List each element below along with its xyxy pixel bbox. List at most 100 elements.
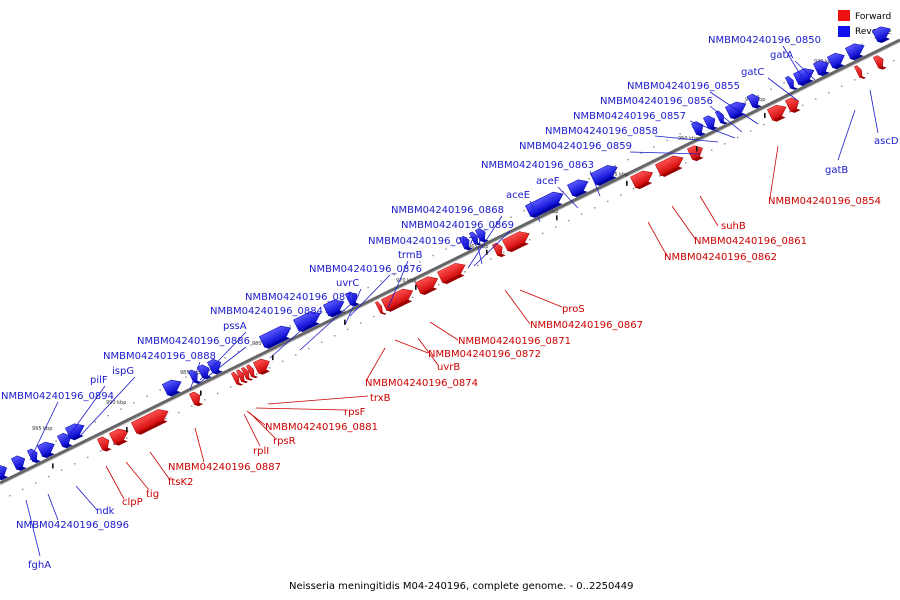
gene-label[interactable]: NMBM04240196_0863 [481,160,594,171]
forward-gene[interactable] [189,390,204,407]
reverse-gene[interactable] [11,453,28,472]
forward-gene[interactable] [785,95,802,114]
legend-forward-label: Forward [855,12,891,22]
forward-gene[interactable] [109,426,132,447]
position-dot [35,482,37,484]
gene-label[interactable]: NMBM04240196_0867 [530,320,643,331]
reverse-gene[interactable] [259,323,294,351]
reverse-gene[interactable] [188,369,202,386]
forward-gene[interactable] [131,406,172,436]
gene-label[interactable]: suhB [721,221,746,232]
forward-gene[interactable] [767,102,790,123]
gene-label[interactable]: NMBM04240196_0859 [519,141,632,152]
gene-label[interactable]: NMBM04240196_0858 [545,126,658,137]
gene-label[interactable]: NMBM04240196_0857 [573,111,686,122]
position-dot [659,175,661,177]
forward-gene[interactable] [415,273,441,296]
reverse-gene[interactable] [323,296,348,318]
gene-label[interactable]: gatC [741,67,764,78]
gene-label[interactable]: ndk [96,506,115,517]
gene-label[interactable]: fghA [28,560,51,571]
gene-label[interactable]: NMBM04240196_0861 [694,236,807,247]
forward-gene[interactable] [97,435,113,453]
reverse-gene[interactable] [793,65,818,87]
reverse-gene[interactable] [162,376,185,397]
gene-label[interactable]: proS [562,304,585,315]
position-dot [783,82,785,84]
gene-label[interactable]: rpsR [273,436,296,447]
gene-label[interactable]: NMBM04240196_0887 [168,462,281,473]
gene-label[interactable]: NMBM04240196_0896 [16,520,129,531]
forward-gene[interactable] [231,371,244,387]
forward-gene[interactable] [253,356,273,376]
reverse-gene[interactable] [813,58,832,78]
gene-label[interactable]: uvrB [437,362,460,373]
forward-gene[interactable] [437,260,469,286]
forward-gene[interactable] [381,285,416,313]
gene-label[interactable]: NMBM04240196_0856 [600,96,713,107]
gene-label[interactable]: NMBM04240196_0862 [664,252,777,263]
forward-gene[interactable] [246,364,259,380]
forward-gene[interactable] [236,368,249,384]
leader-line [394,339,429,354]
gene-label[interactable]: NMBM04240196_0854 [768,196,881,207]
position-dot [341,299,343,302]
reverse-gene[interactable] [785,75,798,91]
gene-label[interactable]: gatA [770,50,793,61]
reverse-gene[interactable] [715,109,728,125]
gene-label[interactable]: NMBM04240196_0874 [365,378,478,389]
reverse-gene[interactable] [567,176,592,198]
gene-label[interactable]: clpP [122,497,143,508]
forward-gene[interactable] [241,366,254,382]
gene-label[interactable]: NMBM04240196_0868 [391,205,504,216]
gene-label[interactable]: rpsF [344,407,366,418]
reverse-gene[interactable] [293,308,324,333]
gene-label[interactable]: aceF [536,176,560,187]
forward-gene[interactable] [655,152,687,178]
reverse-gene[interactable] [459,235,473,252]
position-dot [445,248,447,250]
gene-label[interactable]: NMBM04240196_0869 [401,220,514,231]
gene-label[interactable]: NMBM04240196_0888 [103,351,216,362]
reverse-gene[interactable] [469,231,482,247]
forward-gene[interactable] [687,143,706,163]
gene-label[interactable]: NMBM04240196_0894 [1,391,114,402]
reverse-gene[interactable] [0,462,11,481]
gene-label[interactable]: NMBM04240196_0850 [708,35,821,46]
gene-label[interactable]: pssA [223,321,247,332]
gene-label[interactable]: NMBM04240196_0872 [428,349,541,360]
gene-label[interactable]: tig [146,489,159,500]
gene-label[interactable]: NMBM04240196_0884 [210,306,323,317]
reverse-gene[interactable] [845,40,868,61]
reverse-gene[interactable] [872,23,894,44]
gene-label[interactable]: gatB [825,165,848,176]
gene-label[interactable]: NMBM04240196_0881 [265,422,378,433]
forward-gene[interactable] [630,167,656,190]
gene-label[interactable]: NMBM04240196_0876 [309,264,422,275]
reverse-gene[interactable] [827,50,848,71]
gene-label[interactable]: ispG [112,366,134,377]
gene-label[interactable]: NMBM04240196_0878 [245,292,358,303]
reverse-gene[interactable] [207,357,224,376]
position-dot [354,293,356,295]
position-dot [763,123,765,126]
gene-label[interactable]: ftsK2 [168,477,193,488]
gene-label[interactable]: uvrC [336,278,359,289]
gene-label[interactable]: NMBM04240196_0870 [368,236,481,247]
gene-label[interactable]: NMBM04240196_0855 [627,81,740,92]
forward-gene[interactable] [502,228,533,253]
gene-label[interactable]: rplI [253,446,269,457]
reverse-gene[interactable] [747,92,763,110]
forward-gene[interactable] [873,54,887,71]
forward-gene[interactable] [375,300,387,316]
forward-gene[interactable] [854,64,867,80]
gene-label[interactable]: trmB [398,250,423,261]
reverse-gene[interactable] [57,431,74,450]
reverse-gene[interactable] [37,439,58,460]
gene-label[interactable]: pilF [90,375,108,386]
gene-label[interactable]: NMBM04240196_0886 [137,336,250,347]
gene-label[interactable]: trxB [370,393,391,404]
gene-label[interactable]: aceE [506,190,530,201]
gene-label[interactable]: NMBM04240196_0871 [458,336,571,347]
gene-label[interactable]: ascD [874,136,899,147]
